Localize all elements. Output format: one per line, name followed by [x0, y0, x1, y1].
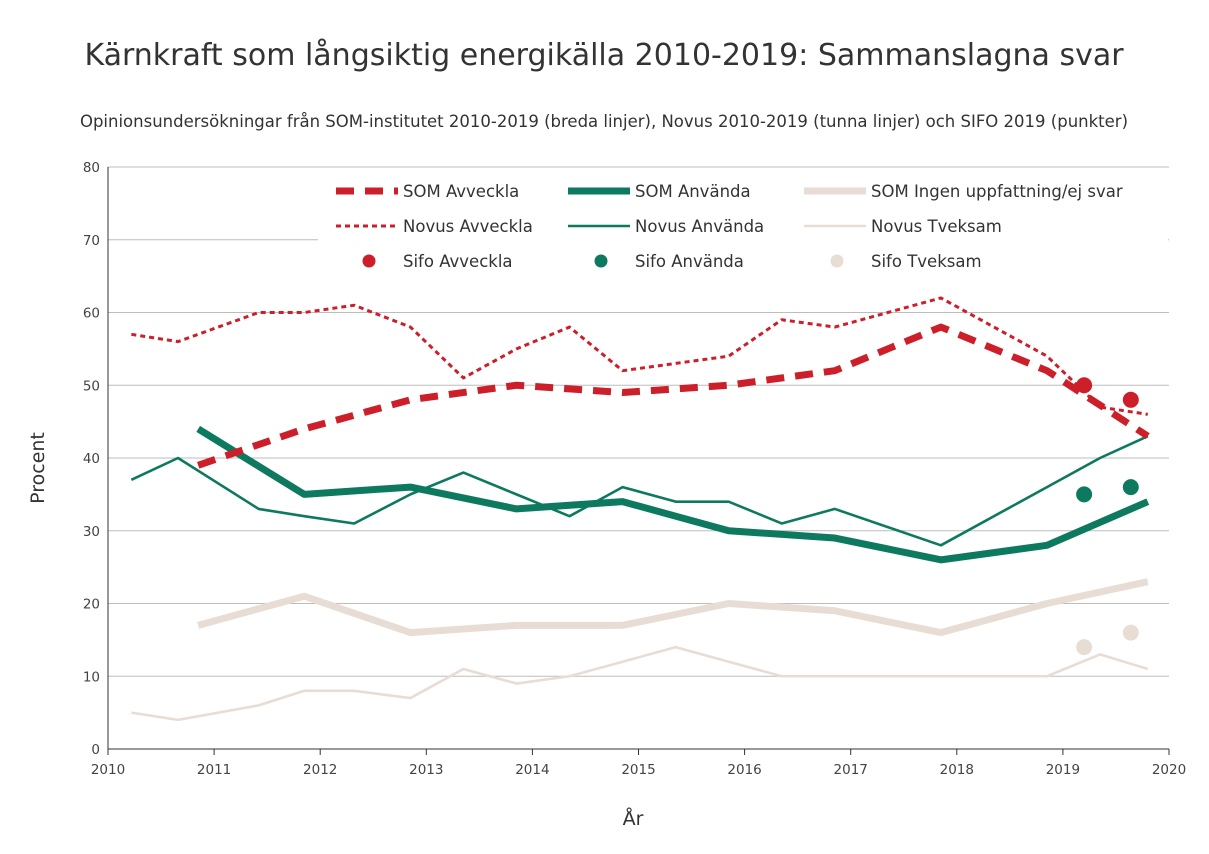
line-novus-tveksam — [131, 645, 1149, 722]
x-tick-label: 2016 — [727, 762, 761, 778]
x-tick-label: 2019 — [1046, 762, 1080, 778]
point-sifo-tveksam — [1122, 624, 1139, 641]
y-tick-label: 50 — [83, 378, 100, 394]
x-tick-label: 2012 — [303, 762, 337, 778]
line-novus-anv-nda — [130, 434, 1149, 547]
y-tick-label: 10 — [83, 669, 100, 685]
x-tick-label: 2020 — [1152, 762, 1186, 778]
point-sifo-tveksam — [1076, 639, 1093, 656]
line-novus-avveckla — [131, 296, 1149, 416]
legend-label: Sifo Använda — [635, 252, 744, 271]
x-tick-label: 2014 — [515, 762, 549, 778]
legend-label: Novus Avveckla — [403, 217, 533, 236]
chart-subtitle: Opinionsundersökningar från SOM-institut… — [80, 112, 1128, 131]
x-tick-label: 2011 — [197, 762, 231, 778]
legend: SOM Avveckla SOM Använda SOM Ingen uppfatt… — [318, 172, 1168, 282]
legend-label: SOM Avveckla — [403, 182, 519, 201]
plot-area — [130, 296, 1150, 722]
point-sifo-avveckla — [1122, 391, 1139, 408]
axes: 0 10 20 30 40 50 60 70 80 2010 2011 2012 2013 2014 201… — [83, 160, 1186, 778]
y-tick-label: 20 — [83, 597, 100, 613]
legend-label: SOM Ingen uppfattning/ej svar — [871, 182, 1123, 201]
y-tick-label: 0 — [91, 742, 100, 758]
y-tick-label: 70 — [83, 233, 100, 249]
legend-label: Sifo Tveksam — [871, 252, 982, 271]
point-sifo-anv-nda — [1076, 486, 1093, 503]
legend-swatch — [362, 254, 376, 268]
y-tick-label: 80 — [83, 160, 100, 176]
x-tick-label: 2013 — [409, 762, 443, 778]
legend-label: Novus Använda — [635, 217, 764, 236]
legend-label: Novus Tveksam — [871, 217, 1002, 236]
y-tick-label: 60 — [83, 306, 100, 322]
x-tick-label: 2018 — [940, 762, 974, 778]
legend-swatch — [830, 254, 844, 268]
y-axis-title: Procent — [27, 432, 49, 504]
line-som-avveckla — [197, 323, 1150, 469]
x-axis-title: År — [623, 807, 644, 830]
x-tick-label: 2015 — [621, 762, 655, 778]
chart-title: Kärnkraft som långsiktig energikälla 201… — [84, 38, 1124, 73]
legend-background — [318, 172, 1168, 282]
y-tick-label: 40 — [83, 451, 100, 467]
legend-swatch — [594, 254, 608, 268]
legend-label: SOM Använda — [635, 182, 751, 201]
y-tick-label: 30 — [83, 524, 100, 540]
x-tick-label: 2010 — [91, 762, 125, 778]
line-som-anv-nda — [196, 425, 1150, 564]
legend-label: Sifo Avveckla — [403, 252, 513, 271]
point-sifo-avveckla — [1076, 377, 1093, 394]
line-som-ingen-uppfattning-ej-svar — [197, 578, 1149, 637]
x-tick-label: 2017 — [834, 762, 868, 778]
point-sifo-anv-nda — [1122, 479, 1139, 496]
